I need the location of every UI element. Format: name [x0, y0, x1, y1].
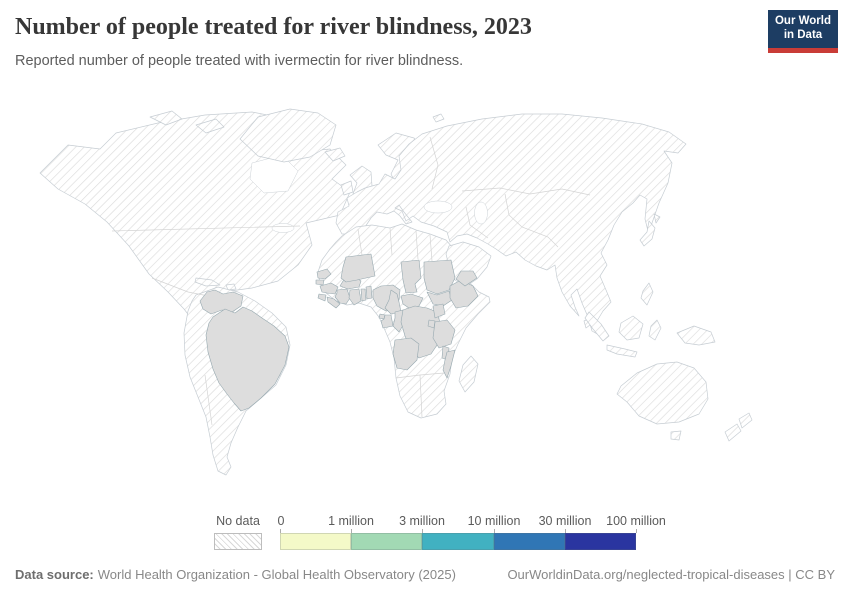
page-title: Number of people treated for river blind… [15, 14, 532, 40]
new-zealand-south [724, 423, 742, 442]
new-zealand-north [738, 412, 753, 429]
world-map [0, 95, 850, 507]
country-brazil[interactable] [205, 306, 290, 412]
legend-tickmark [351, 529, 352, 533]
australia [616, 361, 709, 425]
country-senegal[interactable] [316, 268, 332, 280]
country-liberia[interactable] [326, 296, 341, 309]
greenland [239, 108, 337, 163]
legend-tick-4: 30 million [538, 514, 592, 528]
ireland [340, 180, 354, 196]
legend-tick-1: 1 million [328, 514, 374, 528]
legend-no-data-label: No data [216, 514, 260, 528]
data-source-text: World Health Organization - Global Healt… [97, 567, 456, 582]
country-uganda[interactable] [432, 303, 446, 319]
arctic-island-1 [149, 110, 183, 126]
caspian-sea [474, 201, 488, 225]
tasmania [670, 430, 682, 441]
black-sea [423, 200, 453, 214]
japan-hokkaido [653, 213, 661, 224]
country-gabon[interactable] [380, 314, 394, 329]
madagascar [458, 355, 479, 393]
cuba [194, 277, 221, 287]
legend-color-scale [280, 533, 636, 550]
legend-no-data-swatch[interactable] [214, 533, 262, 550]
data-source: Data source: World Health Organization - … [15, 567, 456, 582]
legend-tick-3: 10 million [467, 514, 521, 528]
owid-url[interactable]: OurWorldinData.org/neglected-tropical-di… [507, 567, 835, 582]
legend-bin-1[interactable] [351, 533, 423, 550]
country-sierra-leone[interactable] [317, 293, 327, 302]
country-benin[interactable] [365, 285, 373, 300]
owid-logo-line1: Our World [774, 15, 831, 28]
chart-footer: Data source: World Health Organization - … [15, 567, 835, 582]
owid-logo[interactable]: Our World in Data [768, 10, 838, 53]
hispaniola [225, 283, 237, 291]
great-lakes [271, 223, 295, 233]
country-guinea[interactable] [319, 282, 339, 295]
legend-tickmark [494, 529, 495, 533]
legend-bin-2[interactable] [422, 533, 494, 550]
country-tanzania[interactable] [432, 319, 456, 349]
country-mozambique[interactable] [442, 349, 456, 379]
country-ghana[interactable] [348, 288, 362, 306]
country-togo[interactable] [360, 288, 367, 302]
arctic-island-2 [195, 118, 225, 134]
chart-subtitle: Reported number of people treated with i… [15, 53, 464, 69]
legend-tickmark [565, 529, 566, 533]
sulawesi [648, 319, 662, 341]
borneo [618, 315, 644, 341]
map-legend: No data 0 1 million 3 million 10 million… [0, 512, 850, 554]
legend-bin-0[interactable] [280, 533, 352, 550]
country-chad[interactable] [400, 259, 422, 294]
country-sudan[interactable] [423, 259, 456, 295]
legend-tickmark [422, 529, 423, 533]
country-mali[interactable] [340, 253, 376, 283]
country-angola[interactable] [392, 337, 420, 371]
iceland [324, 147, 346, 162]
philippines [640, 282, 654, 306]
country-central-african-republic[interactable] [400, 293, 424, 309]
owid-logo-line2: in Data [783, 29, 823, 41]
country-yemen[interactable] [455, 270, 478, 287]
legend-tick-2: 3 million [399, 514, 445, 528]
legend-bin-4[interactable] [564, 533, 636, 550]
legend-tickmark [280, 529, 281, 533]
country-venezuela[interactable] [199, 289, 244, 315]
sumatra [584, 311, 610, 342]
java [606, 344, 638, 358]
legend-bin-3[interactable] [493, 533, 565, 550]
legend-tickmark [636, 529, 637, 533]
legend-tick-0: 0 [277, 514, 285, 528]
arctic-island-3 [432, 113, 445, 123]
data-source-label: Data source: [15, 567, 94, 582]
legend-tick-5: 100 million [606, 514, 666, 528]
country-cote-divoire[interactable] [334, 288, 351, 305]
japan [639, 220, 656, 247]
country-guinea-bissau[interactable] [315, 279, 325, 286]
new-guinea [676, 325, 716, 346]
